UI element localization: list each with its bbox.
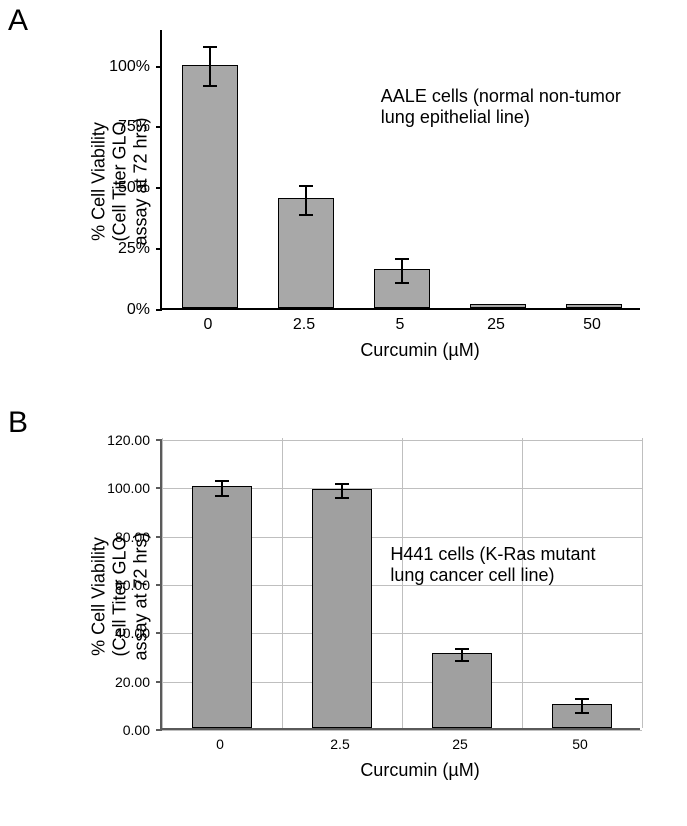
ytick	[156, 187, 162, 189]
panel-a-legend: AALE cells (normal non-tumor lung epithe…	[381, 86, 621, 128]
ytick-label: 100%	[90, 58, 150, 76]
xtick-label: 2.5	[330, 736, 349, 752]
ytick	[156, 126, 162, 128]
panel-b-xlabel: Curcumin (µM)	[320, 760, 520, 781]
ytick	[156, 584, 162, 586]
bar	[192, 486, 252, 728]
ytick	[156, 729, 162, 731]
bar	[566, 304, 622, 308]
panel-a-label: A	[8, 4, 28, 38]
ytick	[156, 681, 162, 683]
xtick-label: 50	[572, 736, 588, 752]
ytick-label: 120.00	[90, 432, 150, 448]
error-cap	[455, 660, 469, 662]
error-cap	[395, 258, 409, 260]
error-bar	[305, 186, 307, 215]
error-cap	[215, 480, 229, 482]
panel-a-xlabel: Curcumin (µM)	[320, 340, 520, 361]
error-cap	[455, 648, 469, 650]
xtick-label: 0	[216, 736, 224, 752]
error-cap	[335, 497, 349, 499]
ytick-label: 100.00	[90, 480, 150, 496]
error-bar	[401, 259, 403, 283]
ytick	[156, 309, 162, 311]
gridline-v	[642, 438, 643, 728]
panel-b-label: B	[8, 406, 28, 440]
xtick-label: 25	[452, 736, 468, 752]
xtick-label: 2.5	[293, 316, 315, 334]
error-bar	[341, 484, 343, 499]
error-cap	[575, 712, 589, 714]
error-bar	[221, 481, 223, 496]
ytick-label: 40.00	[90, 625, 150, 641]
ytick-label: 75%	[90, 118, 150, 136]
bar	[182, 65, 238, 308]
gridline-h	[162, 730, 642, 731]
panel-a-plot	[160, 30, 640, 310]
error-cap	[203, 85, 217, 87]
gridline-v	[282, 438, 283, 728]
ytick	[156, 487, 162, 489]
ytick	[156, 536, 162, 538]
xtick-label: 25	[487, 316, 505, 334]
error-cap	[575, 698, 589, 700]
panel-b-legend: H441 cells (K-Ras mutant lung cancer cel…	[390, 544, 595, 586]
gridline-v	[162, 438, 163, 728]
bar	[470, 304, 526, 308]
ytick-label: 25%	[90, 240, 150, 258]
error-cap	[215, 495, 229, 497]
ytick	[156, 439, 162, 441]
error-bar	[209, 47, 211, 86]
xtick-label: 5	[396, 316, 405, 334]
figure: A % Cell Viability (Cell Titer GLO assay…	[0, 0, 687, 826]
bar	[432, 653, 492, 728]
ytick-label: 60.00	[90, 577, 150, 593]
error-bar	[581, 699, 583, 714]
xtick-label: 50	[583, 316, 601, 334]
ytick-label: 80.00	[90, 529, 150, 545]
error-cap	[299, 185, 313, 187]
bar	[312, 489, 372, 728]
error-cap	[395, 282, 409, 284]
error-cap	[203, 46, 217, 48]
ytick	[156, 66, 162, 68]
ytick	[156, 248, 162, 250]
error-cap	[335, 483, 349, 485]
ytick-label: 0.00	[90, 722, 150, 738]
ytick	[156, 632, 162, 634]
ytick-label: 20.00	[90, 674, 150, 690]
ytick-label: 0%	[90, 301, 150, 319]
ytick-label: 50%	[90, 179, 150, 197]
error-cap	[299, 214, 313, 216]
xtick-label: 0	[204, 316, 213, 334]
